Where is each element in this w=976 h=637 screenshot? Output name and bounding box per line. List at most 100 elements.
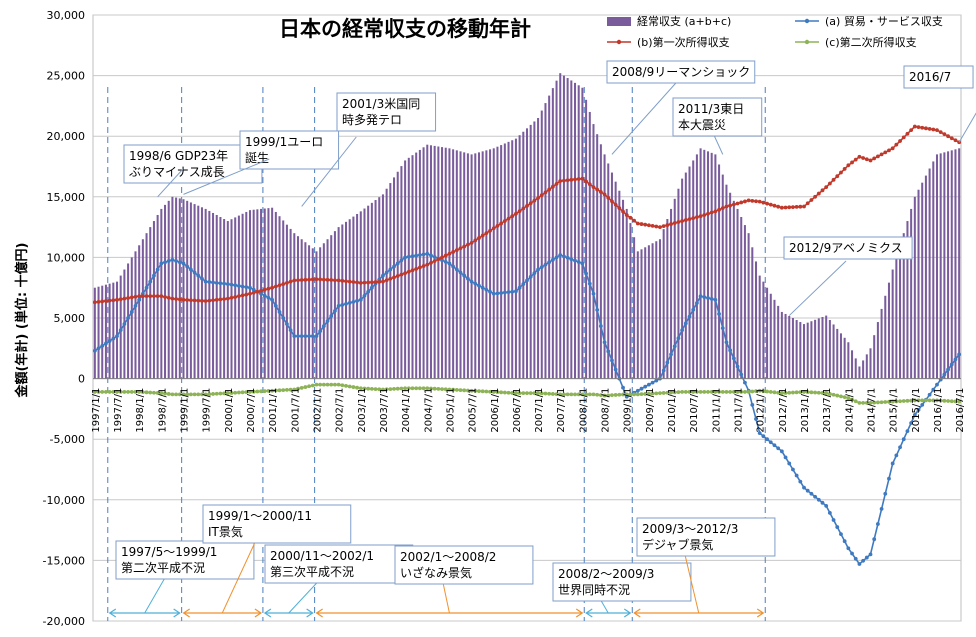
current-account-bar <box>810 321 813 379</box>
trade-services-line-marker <box>425 251 430 256</box>
secondary-income-line-marker <box>395 386 400 391</box>
current-account-bar <box>895 257 898 379</box>
primary-income-line-marker <box>395 274 400 278</box>
secondary-income-line-marker <box>872 400 877 405</box>
trade-services-line-marker <box>547 260 552 265</box>
current-account-bar <box>706 151 710 379</box>
secondary-income-line-marker <box>214 391 219 396</box>
secondary-income-line-marker <box>362 386 367 391</box>
legend-label: (c)第二次所得収支 <box>825 35 917 49</box>
trade-services-line-marker <box>787 461 792 466</box>
trade-services-line-marker <box>805 488 810 493</box>
secondary-income-line-marker <box>554 392 559 397</box>
trade-services-line-marker <box>942 372 947 377</box>
current-account-bar <box>636 251 639 379</box>
trade-services-line-marker <box>262 293 267 298</box>
x-tick-label: 2014/7/1 <box>867 388 878 433</box>
current-account-bar <box>644 247 647 379</box>
primary-income-line-marker <box>270 285 275 290</box>
primary-income-line-marker <box>248 291 252 296</box>
primary-income-line-marker <box>798 204 803 209</box>
primary-income-line-marker <box>344 279 348 284</box>
x-tick-label: 2002/1/1 <box>313 388 324 433</box>
primary-income-line-marker <box>159 294 164 299</box>
x-tick-label: 2012/1/1 <box>756 388 767 433</box>
trade-services-line-marker <box>514 289 518 294</box>
current-account-bar <box>950 150 953 379</box>
primary-income-line-marker <box>163 295 167 299</box>
event-callout-leader <box>183 158 270 195</box>
current-account-bar <box>843 337 846 379</box>
current-account-bar <box>670 208 673 379</box>
primary-income-line-marker <box>554 181 559 186</box>
primary-income-line-marker <box>355 280 359 285</box>
secondary-income-line-marker <box>462 388 467 393</box>
current-account-bar <box>758 275 761 379</box>
secondary-income-line-marker <box>621 392 625 397</box>
secondary-income-line-marker <box>558 392 563 397</box>
current-account-bar <box>562 75 565 379</box>
current-account-bar <box>902 233 905 379</box>
current-account-bar <box>300 239 303 379</box>
secondary-income-line-marker <box>152 390 156 395</box>
primary-income-line-marker <box>292 278 297 283</box>
line-series <box>92 124 962 566</box>
secondary-income-line-marker <box>340 383 345 388</box>
current-account-bar <box>862 360 865 379</box>
current-account-bar <box>847 342 850 379</box>
event-callout-text: 時多発テロ <box>342 113 402 127</box>
secondary-income-line-marker <box>296 386 300 391</box>
secondary-income-line-marker <box>635 392 640 397</box>
primary-income-line-marker <box>794 205 799 209</box>
primary-income-line-marker <box>521 206 526 211</box>
trade-services-line-marker <box>218 281 223 286</box>
trade-services-line-marker <box>525 278 529 283</box>
current-account-bar <box>607 163 610 379</box>
trade-services-line-marker <box>654 378 659 383</box>
trade-services-line-marker <box>92 348 97 353</box>
trade-services-line-marker <box>739 372 744 377</box>
event-callout-box <box>123 144 263 184</box>
primary-income-line-marker <box>532 198 537 203</box>
secondary-income-line-marker <box>100 390 105 394</box>
secondary-income-line-marker <box>166 392 171 396</box>
primary-income-line-marker <box>573 177 577 182</box>
current-account-bar <box>525 128 529 379</box>
primary-income-line-marker <box>436 257 441 262</box>
current-account-bar <box>662 229 665 379</box>
current-account-bar <box>293 233 296 379</box>
event-callout-text: 1999/1ユーロ <box>245 135 323 149</box>
current-account-bar <box>215 214 218 379</box>
current-account-bar <box>566 78 569 379</box>
secondary-income-line-marker <box>255 389 260 394</box>
primary-income-line-marker <box>281 282 286 286</box>
primary-income-line-marker <box>868 158 873 163</box>
secondary-income-line-marker <box>569 392 574 397</box>
primary-income-line-marker <box>211 298 215 303</box>
trade-services-line-marker <box>185 264 190 269</box>
secondary-income-line-marker <box>299 385 304 390</box>
primary-income-line-marker <box>916 125 921 130</box>
trade-services-line-marker <box>211 280 215 285</box>
current-account-bar <box>551 88 554 379</box>
trade-services-line-marker <box>536 267 540 272</box>
primary-income-line-marker <box>403 271 408 276</box>
primary-income-line-marker <box>602 192 607 197</box>
current-account-bar <box>854 358 857 379</box>
primary-income-line-marker <box>606 195 611 200</box>
secondary-income-line-marker <box>665 390 670 395</box>
current-account-bar <box>459 151 462 379</box>
x-tick-label: 1999/7/1 <box>202 388 213 433</box>
primary-income-line-marker <box>743 199 747 204</box>
primary-income-line-marker <box>484 231 489 236</box>
current-account-bar <box>581 87 584 379</box>
secondary-income-line-marker <box>861 400 866 405</box>
current-account-bar <box>256 209 259 379</box>
trade-services-line-marker <box>248 285 252 290</box>
secondary-income-line-marker <box>757 388 762 393</box>
trade-services-line-marker <box>602 340 607 345</box>
primary-income-line-marker <box>565 178 570 183</box>
trade-services-line-marker <box>646 382 651 387</box>
